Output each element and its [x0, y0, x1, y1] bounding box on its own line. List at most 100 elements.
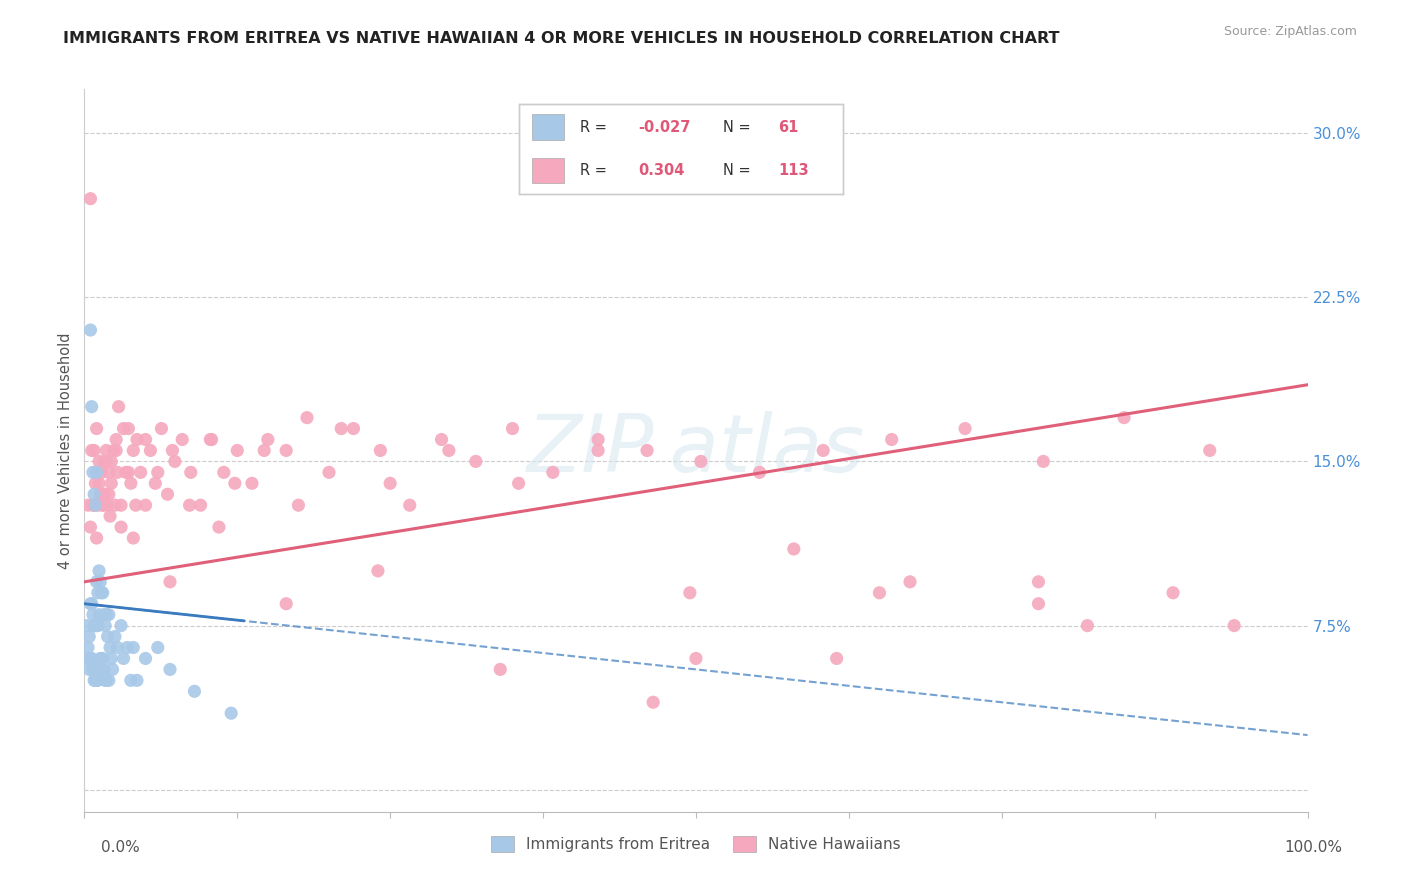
Point [143, 476, 166, 491]
Point [77, 662, 100, 676]
Point [430, 433, 453, 447]
Point [97, 466, 120, 480]
Point [120, 476, 142, 491]
Point [200, 433, 222, 447]
Point [90, 662, 112, 676]
Point [91, 651, 114, 665]
Point [129, 466, 152, 480]
Point [86, 618, 108, 632]
Point [370, 443, 392, 458]
Point [98, 509, 121, 524]
Point [77, 630, 100, 644]
Legend: Immigrants from Eritrea, Native Hawaiians: Immigrants from Eritrea, Native Hawaiian… [485, 830, 907, 858]
Point [685, 651, 707, 665]
Point [91, 498, 114, 512]
Point [880, 433, 903, 447]
Point [83, 498, 105, 512]
Point [783, 541, 806, 556]
Point [689, 454, 711, 468]
Text: IMMIGRANTS FROM ERITREA VS NATIVE HAWAIIAN 4 OR MORE VEHICLES IN HOUSEHOLD CORRE: IMMIGRANTS FROM ERITREA VS NATIVE HAWAII… [63, 31, 1060, 46]
Point [869, 586, 891, 600]
Point [80, 443, 103, 458]
Point [257, 433, 280, 447]
Point [96, 607, 118, 622]
Point [97, 498, 120, 512]
Point [437, 443, 460, 458]
Point [162, 443, 184, 458]
Point [398, 498, 420, 512]
Point [105, 433, 128, 447]
Point [135, 433, 157, 447]
Point [898, 574, 921, 589]
Point [276, 597, 298, 611]
Point [87, 454, 110, 468]
Point [212, 466, 235, 480]
Point [79, 651, 101, 665]
Point [342, 421, 364, 435]
Point [110, 498, 132, 512]
Point [100, 454, 122, 468]
Point [464, 454, 486, 468]
Point [83, 487, 105, 501]
Point [508, 476, 530, 491]
Point [190, 498, 212, 512]
Point [84, 476, 107, 491]
Point [93, 607, 115, 622]
Point [146, 640, 169, 655]
Point [139, 443, 162, 458]
Point [224, 476, 246, 491]
Point [97, 630, 120, 644]
Point [105, 466, 128, 480]
Point [825, 651, 848, 665]
Text: 0.0%: 0.0% [101, 840, 141, 855]
Point [541, 466, 564, 480]
Point [83, 673, 105, 688]
Point [93, 454, 115, 468]
Point [146, 466, 169, 480]
Point [91, 586, 114, 600]
Point [811, 443, 834, 458]
Point [79, 323, 101, 337]
Point [80, 400, 103, 414]
Point [86, 466, 108, 480]
Point [117, 421, 139, 435]
Point [380, 476, 402, 491]
Point [89, 651, 111, 665]
Point [94, 673, 117, 688]
Point [179, 498, 201, 512]
Point [330, 421, 353, 435]
Point [86, 531, 108, 545]
Point [122, 640, 145, 655]
Point [79, 192, 101, 206]
Point [163, 454, 186, 468]
Point [367, 564, 389, 578]
Point [276, 443, 298, 458]
Point [77, 640, 100, 655]
Point [159, 574, 181, 589]
Point [1032, 454, 1054, 468]
Point [84, 673, 107, 688]
Point [103, 443, 125, 458]
Point [87, 476, 110, 491]
Point [87, 673, 110, 688]
Point [79, 520, 101, 534]
Point [489, 662, 512, 676]
Point [87, 586, 110, 600]
Point [586, 433, 609, 447]
Point [1076, 618, 1098, 632]
Point [643, 695, 665, 709]
Point [97, 607, 120, 622]
Point [97, 487, 120, 501]
Point [1028, 597, 1050, 611]
Point [82, 466, 104, 480]
Point [502, 421, 524, 435]
Point [156, 487, 179, 501]
Point [115, 466, 138, 480]
Point [586, 443, 609, 458]
Point [183, 684, 205, 698]
Point [89, 574, 111, 589]
Point [80, 597, 103, 611]
Point [953, 421, 976, 435]
Point [82, 607, 104, 622]
Point [748, 466, 770, 480]
